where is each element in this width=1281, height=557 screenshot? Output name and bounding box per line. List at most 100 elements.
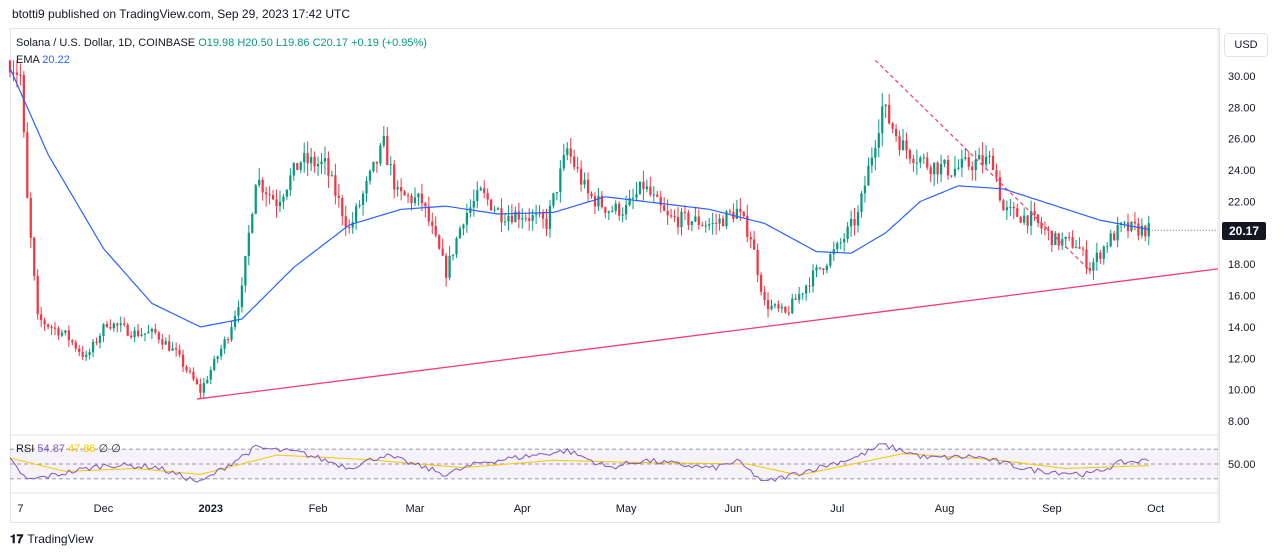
- rsi-value: 54.87: [37, 443, 65, 455]
- x-tick-label: Jun: [725, 503, 743, 515]
- candle-body: [673, 215, 676, 218]
- candle-body: [1071, 237, 1074, 248]
- candle-body: [981, 155, 984, 165]
- candle-body: [451, 254, 455, 256]
- candle-body: [251, 214, 254, 233]
- candle-body: [846, 226, 849, 239]
- candle-body: [545, 218, 548, 229]
- candle-body: [766, 300, 770, 310]
- candle-body: [1144, 225, 1147, 237]
- candle-body: [742, 211, 745, 217]
- rsi-extra: ∅ ∅: [98, 443, 121, 455]
- candle-body: [29, 197, 32, 238]
- candle-body: [455, 238, 458, 255]
- candle-body: [57, 328, 60, 336]
- candle-body: [863, 185, 867, 194]
- candle-body: [815, 267, 818, 271]
- x-tick-label: Aug: [935, 503, 955, 515]
- candle-body: [964, 157, 967, 159]
- candle-body: [88, 352, 91, 355]
- candle-body: [669, 215, 673, 217]
- candle-body: [708, 224, 711, 226]
- candle-body: [140, 334, 143, 336]
- legend-ema-label: EMA: [16, 54, 40, 66]
- candle-body: [424, 203, 427, 207]
- candle-body: [458, 228, 462, 239]
- x-tick-label: Sep: [1042, 503, 1062, 515]
- candle-body: [1126, 222, 1130, 231]
- candle-body: [746, 216, 749, 237]
- candle-body: [919, 157, 922, 163]
- candle-body: [749, 236, 752, 240]
- candle-body: [974, 159, 977, 171]
- x-tick-label: May: [616, 503, 637, 515]
- candle-body: [867, 165, 870, 186]
- candle-body: [126, 324, 129, 336]
- candle-body: [908, 150, 912, 159]
- candle-body: [209, 370, 212, 380]
- candle-body: [60, 332, 64, 336]
- rsi-legend: RSI 54.87 47.86 ∅ ∅: [16, 442, 121, 455]
- candle-body: [22, 74, 25, 133]
- candle-body: [410, 195, 413, 204]
- x-tick-label: Feb: [309, 503, 328, 515]
- candle-body: [143, 333, 147, 335]
- candle-body: [1054, 233, 1057, 246]
- candle-body: [832, 249, 835, 255]
- candle-body: [1026, 215, 1029, 226]
- candle-body: [933, 162, 936, 175]
- candle-body: [202, 383, 205, 393]
- candle-body: [1088, 268, 1092, 271]
- candle-body: [770, 305, 773, 310]
- candle-body: [396, 187, 399, 190]
- candle-body: [123, 323, 126, 325]
- candle-body: [569, 148, 572, 157]
- candle-body: [687, 212, 690, 225]
- candle-body: [275, 199, 278, 207]
- candle-body: [15, 72, 19, 75]
- candle-body: [181, 354, 185, 367]
- candle-body: [1050, 230, 1053, 246]
- candle-body: [500, 208, 503, 223]
- candle-body: [46, 324, 50, 327]
- candle-body: [676, 217, 680, 228]
- candle-body: [531, 215, 534, 221]
- candle-body: [659, 196, 662, 206]
- candle-body: [223, 339, 226, 349]
- candle-body: [856, 212, 860, 226]
- y-tick-label: 8.00: [1228, 416, 1249, 428]
- y-tick-label: 16.00: [1228, 291, 1256, 303]
- candle-body: [1016, 208, 1019, 217]
- x-tick-label: Dec: [94, 503, 114, 515]
- chart-frame: [10, 28, 1220, 523]
- candle-body: [915, 162, 918, 164]
- y-tick-label: 26.00: [1228, 134, 1256, 146]
- candle-body: [784, 306, 787, 313]
- candle-body: [631, 197, 635, 199]
- candle-body: [289, 175, 292, 190]
- candle-body: [524, 218, 527, 220]
- candle-body: [1040, 223, 1043, 229]
- candle-body: [164, 341, 167, 345]
- candle-body: [988, 155, 991, 157]
- candle-body: [1102, 246, 1105, 259]
- candle-body: [78, 348, 81, 353]
- candle-body: [562, 154, 565, 169]
- candle-body: [389, 164, 392, 166]
- candle-body: [265, 192, 268, 195]
- candle-body: [496, 208, 500, 210]
- candle-body: [881, 106, 884, 134]
- candle-body: [839, 242, 842, 244]
- candle-body: [538, 213, 541, 215]
- candle-body: [157, 332, 160, 340]
- resistance-trendline: [874, 59, 1091, 271]
- candle-body: [330, 175, 334, 177]
- candle-body: [773, 304, 777, 306]
- candle-body: [237, 307, 240, 316]
- candle-body: [597, 195, 600, 207]
- candle-body: [593, 196, 597, 207]
- currency-button[interactable]: USD: [1224, 33, 1268, 57]
- candle-body: [36, 275, 39, 315]
- x-tick-label: Oct: [1147, 503, 1164, 515]
